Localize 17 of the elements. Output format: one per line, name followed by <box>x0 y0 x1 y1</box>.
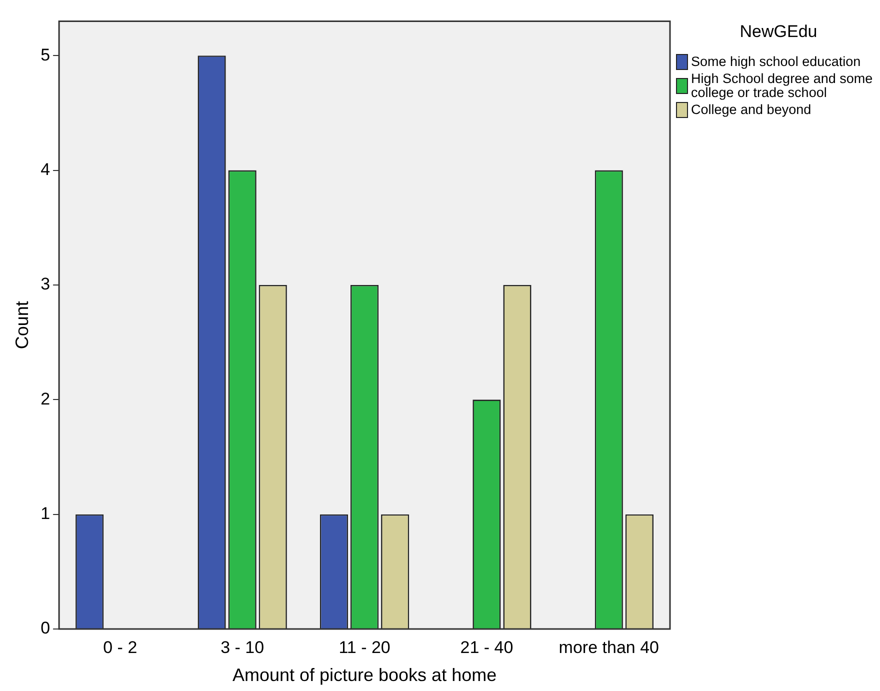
y-tick-label: 1 <box>40 504 50 524</box>
x-tick-label: 0 - 2 <box>103 638 138 657</box>
legend-label: High School degree and some college or trade school <box>691 71 874 100</box>
y-tick-label: 4 <box>40 160 50 179</box>
x-tick-label: 11 - 20 <box>338 638 390 657</box>
legend-label: College and beyond <box>691 102 812 117</box>
y-axis-title: Count <box>12 301 32 350</box>
x-tick-label: 21 - 40 <box>460 638 514 657</box>
legend-label: Some high school education <box>691 54 861 69</box>
y-tick-label: 3 <box>40 274 50 294</box>
x-tick-label: 3 - 10 <box>220 638 264 657</box>
x-axis-title: Amount of picture books at home <box>232 665 497 686</box>
x-tick-label: more than 40 <box>558 638 659 657</box>
y-tick-label: 0 <box>40 618 50 638</box>
y-tick-label: 2 <box>40 389 50 408</box>
legend-title: NewGEdu <box>738 22 818 42</box>
y-tick-label: 5 <box>40 45 50 64</box>
